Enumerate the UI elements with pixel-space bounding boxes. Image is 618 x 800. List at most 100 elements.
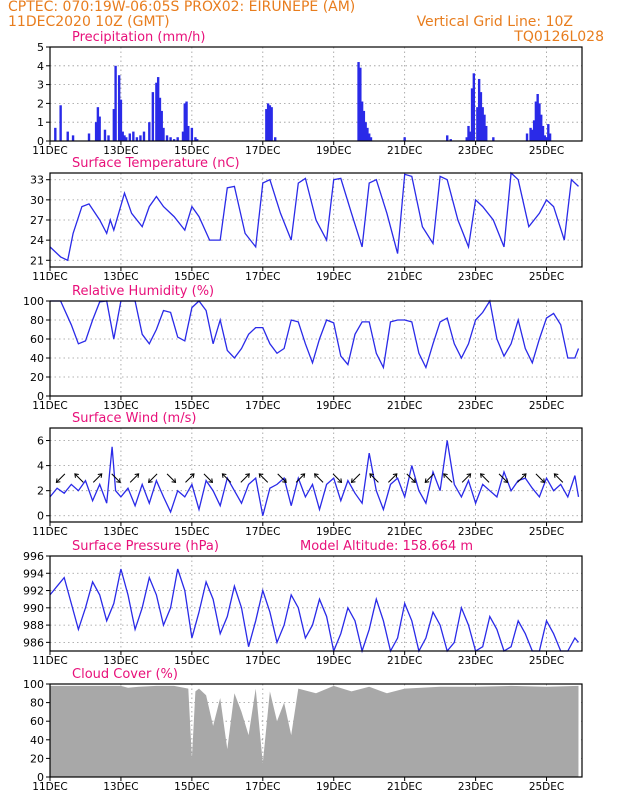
wind-arrow [535, 473, 545, 483]
precip-bar [534, 101, 538, 141]
cloud-area [50, 685, 579, 777]
x-tick-label: 17DEC [245, 526, 280, 538]
precip-bar [59, 105, 62, 141]
precip-bar [190, 127, 194, 141]
wind-arrow [479, 473, 490, 483]
x-tick-label: 11DEC [32, 781, 67, 793]
y-tick-label: 100 [23, 678, 44, 691]
temp-title: Surface Temperature (nC) [72, 156, 240, 171]
wind-arrow-shaft [517, 473, 527, 483]
y-tick-label: 60 [30, 715, 44, 728]
y-tick-label: 80 [30, 697, 44, 710]
x-tick-label: 21DEC [387, 781, 422, 793]
wind-arrow [277, 473, 287, 483]
precip-bar [270, 107, 273, 141]
precip-bar [155, 82, 158, 141]
precip-bar [132, 131, 135, 141]
x-tick-label: 15DEC [174, 781, 209, 793]
wind-arrow [203, 473, 214, 483]
x-tick-label: 19DEC [316, 655, 351, 667]
precip-bar [472, 73, 476, 141]
wind-arrow-head [116, 478, 121, 483]
wind-arrow [295, 473, 306, 483]
wind-arrow [517, 473, 527, 483]
wind-arrow-head [503, 478, 509, 483]
wind-arrow [221, 473, 232, 483]
wind-arrow-shaft [277, 473, 287, 483]
wind-arrow-head [258, 473, 264, 478]
wind-arrow-shaft [553, 473, 564, 483]
wind-arrow-head [208, 478, 214, 483]
precip-bar [139, 135, 142, 141]
wind-arrow-shaft [388, 473, 398, 483]
wind-arrow-head [189, 473, 195, 478]
precip-bar [128, 133, 131, 141]
precip-bar [366, 127, 369, 141]
wind-arrow-head [300, 473, 306, 478]
precip-bar [125, 137, 128, 141]
x-tick-label: 23DEC [458, 781, 493, 793]
x-tick-label: 19DEC [316, 526, 351, 538]
precip-bar [172, 139, 176, 141]
x-tick-label: 19DEC [316, 271, 351, 283]
wind-arrow-shaft [148, 473, 158, 483]
y-tick-label: 33 [30, 174, 44, 187]
precip-bar [541, 125, 545, 141]
x-tick-label: 11DEC [32, 145, 67, 157]
pressure-frame [49, 555, 583, 652]
x-tick-label: 11DEC [32, 655, 67, 667]
x-tick-label: 25DEC [529, 400, 564, 412]
wind-arrow-shaft [406, 473, 416, 483]
wind-arrow-shaft [92, 473, 103, 483]
x-tick-label: 23DEC [458, 271, 493, 283]
wind-arrow-head [171, 478, 177, 483]
y-tick-label: 27 [30, 214, 44, 227]
precip-bar [545, 137, 548, 141]
wind-arrow-head [540, 478, 545, 483]
wind-arrow-head [350, 478, 356, 483]
wind-arrow-shaft [166, 473, 176, 483]
x-tick-label: 21DEC [387, 655, 422, 667]
precip-bar [148, 122, 151, 141]
precip-bar [446, 135, 449, 141]
x-tick-label: 13DEC [103, 400, 138, 412]
y-tick-label: 992 [23, 585, 44, 598]
pressure-panel: 986 988 990 992 994 996 11DEC 13DEC 15DEC 17DEC 19… [23, 539, 583, 667]
precip-bar [467, 125, 470, 141]
wind-arrow-head [282, 478, 287, 483]
precip-bar [194, 137, 197, 141]
wind-arrow-shaft [240, 473, 250, 483]
wind-arrow-head [521, 473, 527, 478]
y-tick-label: 994 [23, 567, 44, 580]
y-tick-label: 30 [30, 194, 44, 207]
wind-arrow-shaft [203, 473, 213, 483]
wind-arrow [369, 473, 379, 483]
wind-arrow-head [313, 473, 319, 478]
precip-bar [540, 114, 543, 141]
wind-arrow [111, 473, 121, 483]
wind-arrow-shaft [498, 473, 508, 483]
wind-arrow [443, 473, 453, 483]
y-tick-label: 990 [23, 602, 44, 615]
wind-arrow [240, 473, 250, 483]
precip-bar [265, 109, 268, 141]
precip-bar [360, 101, 364, 141]
precip-bar [160, 110, 163, 141]
cloud-frame [49, 683, 583, 778]
wind-arrow-shaft [461, 473, 471, 483]
y-tick-label: 3 [37, 79, 44, 92]
x-tick-label: 21DEC [387, 271, 422, 283]
temp-line [49, 171, 579, 262]
precip-bar [266, 103, 270, 141]
precip-bar [543, 135, 546, 141]
x-tick-label: 13DEC [103, 271, 138, 283]
wind-arrow-shaft [369, 473, 379, 483]
run-date: 11DEC2020 10Z (GMT) [8, 14, 170, 30]
wind-arrow [258, 473, 269, 483]
wind-arrow-head [74, 473, 79, 478]
wind-arrow [461, 473, 472, 483]
wind-arrow [148, 473, 158, 483]
wind-arrow-shaft [56, 473, 66, 483]
temp-panel: 21 24 27 30 33 11DEC 13DEC 15DEC 17DEC 19DEC 21DEC… [30, 156, 583, 283]
